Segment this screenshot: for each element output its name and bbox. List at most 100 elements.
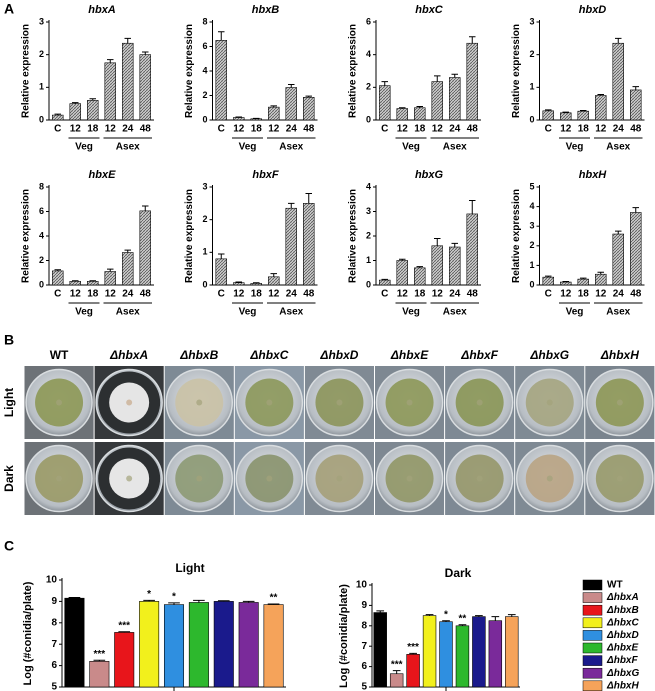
error-bar (398, 107, 406, 109)
panel-label: A (4, 1, 14, 17)
error-bar (217, 253, 225, 259)
bar (263, 604, 284, 688)
plate-photo (375, 442, 445, 515)
legend-label: ΔhbxD (606, 630, 639, 641)
error-bar (89, 280, 97, 282)
bar (89, 661, 110, 688)
x-tick-label: 12 (105, 124, 117, 135)
condition-label: Light (2, 388, 16, 417)
error-bar (168, 602, 180, 605)
x-tick-label: C (381, 289, 388, 300)
y-axis-label: Log (#conidia/plate) (22, 581, 34, 685)
x-tick-label: 12 (397, 289, 409, 300)
x-tick-label: 18 (578, 289, 590, 300)
bar (303, 97, 315, 121)
bar (87, 100, 99, 121)
y-tick-label: 0 (366, 114, 371, 124)
x-tick-label: 18 (87, 124, 99, 135)
y-tick-label: 8 (361, 620, 367, 631)
bar (455, 625, 470, 688)
group-label: Veg (239, 142, 257, 153)
group-label: Veg (75, 142, 93, 153)
error-bar (398, 258, 406, 261)
y-tick-label: 2 (202, 214, 207, 224)
error-bar (416, 105, 424, 108)
legend-swatch (582, 604, 603, 616)
significance-label: * (444, 609, 448, 620)
bar (577, 110, 589, 121)
y-tick-label: 3 (366, 206, 371, 216)
bar (379, 85, 391, 121)
legend-swatch (582, 617, 603, 629)
error-bar (118, 631, 131, 633)
error-bar (242, 600, 255, 603)
strain-label: ΔhbxE (390, 348, 429, 362)
chart-title: hbxG (415, 169, 444, 181)
error-bar (71, 280, 79, 282)
significance-label: *** (407, 642, 419, 653)
significance-label: *** (118, 620, 130, 631)
bar (69, 281, 81, 286)
colony-center (196, 475, 203, 482)
error-bar (287, 202, 295, 209)
bar (122, 252, 134, 286)
plate-photo (234, 442, 304, 515)
colony-center (126, 399, 133, 406)
bar (542, 276, 554, 286)
plate-photo (304, 442, 374, 515)
error-bar (141, 51, 149, 55)
colony-center (546, 399, 553, 406)
error-bar (597, 271, 605, 275)
y-tick-label: 0 (39, 114, 44, 124)
y-tick-label: 4 (529, 201, 534, 211)
chart-title: hbxB (252, 4, 280, 16)
bar (542, 110, 554, 121)
error-bar (71, 102, 79, 104)
colony-center (56, 399, 63, 406)
chart-title: hbxC (415, 4, 444, 16)
plate-photo (585, 442, 655, 515)
bar (406, 654, 420, 688)
group-label: Veg (402, 142, 420, 153)
error-bar (143, 599, 155, 602)
group-label: Asex (443, 307, 467, 318)
y-tick-label: 3 (529, 221, 534, 231)
condition-label: Dark (2, 465, 16, 492)
group-label: Asex (606, 307, 630, 318)
colony-center (406, 399, 413, 406)
x-tick-label: 12 (70, 124, 82, 135)
error-bar (270, 105, 278, 108)
y-tick-label: 2 (529, 49, 534, 59)
legend-label: ΔhbxA (606, 592, 639, 603)
x-tick-label: 18 (251, 124, 263, 135)
x-tick-label: 48 (630, 124, 642, 135)
y-tick-label: 7 (361, 641, 367, 652)
legend-swatch (582, 592, 603, 603)
x-tick-label: C (54, 289, 61, 300)
colony-center (266, 399, 273, 406)
bar (379, 279, 391, 286)
bar (560, 112, 572, 121)
bar (250, 283, 262, 286)
y-axis-label: Log (#conidia/plate) (338, 584, 350, 688)
x-tick-label: 12 (560, 124, 572, 135)
colony-center (196, 399, 203, 406)
y-tick-label: 5 (361, 682, 367, 691)
error-bar (544, 109, 552, 111)
bar (213, 601, 234, 688)
error-bar (305, 95, 313, 98)
x-tick-label: 12 (432, 124, 444, 135)
y-axis-label: Relative expression (184, 189, 195, 283)
x-tick-label: 24 (449, 124, 461, 135)
bar (104, 271, 116, 286)
legend-label: ΔhbxG (606, 668, 639, 679)
error-bar (235, 116, 243, 118)
plate-photo (164, 366, 234, 439)
legend-swatch (582, 579, 603, 591)
bar (87, 281, 99, 286)
error-bar (632, 207, 640, 213)
y-tick-label: 4 (366, 181, 371, 191)
y-tick-label: 9 (51, 596, 57, 607)
error-bar (93, 659, 106, 662)
